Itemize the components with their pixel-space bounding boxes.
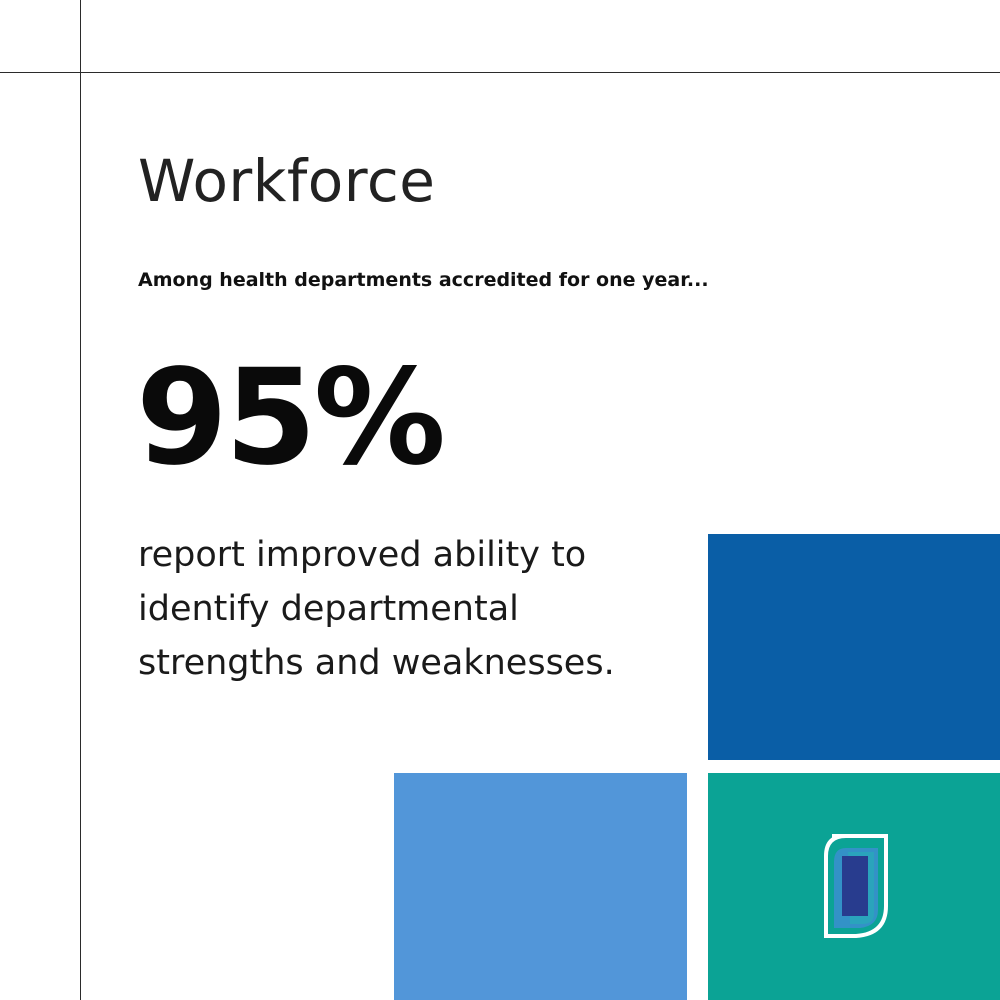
stat-description: report improved ability to identify depa… (138, 535, 615, 683)
accreditation-logo-icon (824, 834, 888, 938)
stat-value: 95% (136, 341, 446, 495)
horizontal-rule (0, 72, 1000, 73)
page-title: Workforce (138, 147, 436, 215)
dark-blue-block (708, 534, 1000, 760)
page-subtitle: Among health departments accredited for … (138, 269, 709, 291)
vertical-rule (80, 0, 81, 1000)
light-blue-block (394, 773, 687, 1000)
